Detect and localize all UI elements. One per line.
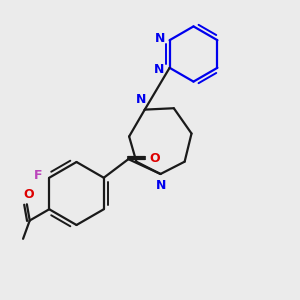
Text: N: N bbox=[156, 179, 166, 192]
Text: N: N bbox=[155, 32, 165, 45]
Text: N: N bbox=[136, 93, 146, 106]
Text: O: O bbox=[23, 188, 34, 201]
Text: O: O bbox=[149, 152, 160, 165]
Text: N: N bbox=[154, 63, 164, 76]
Text: F: F bbox=[34, 169, 43, 182]
